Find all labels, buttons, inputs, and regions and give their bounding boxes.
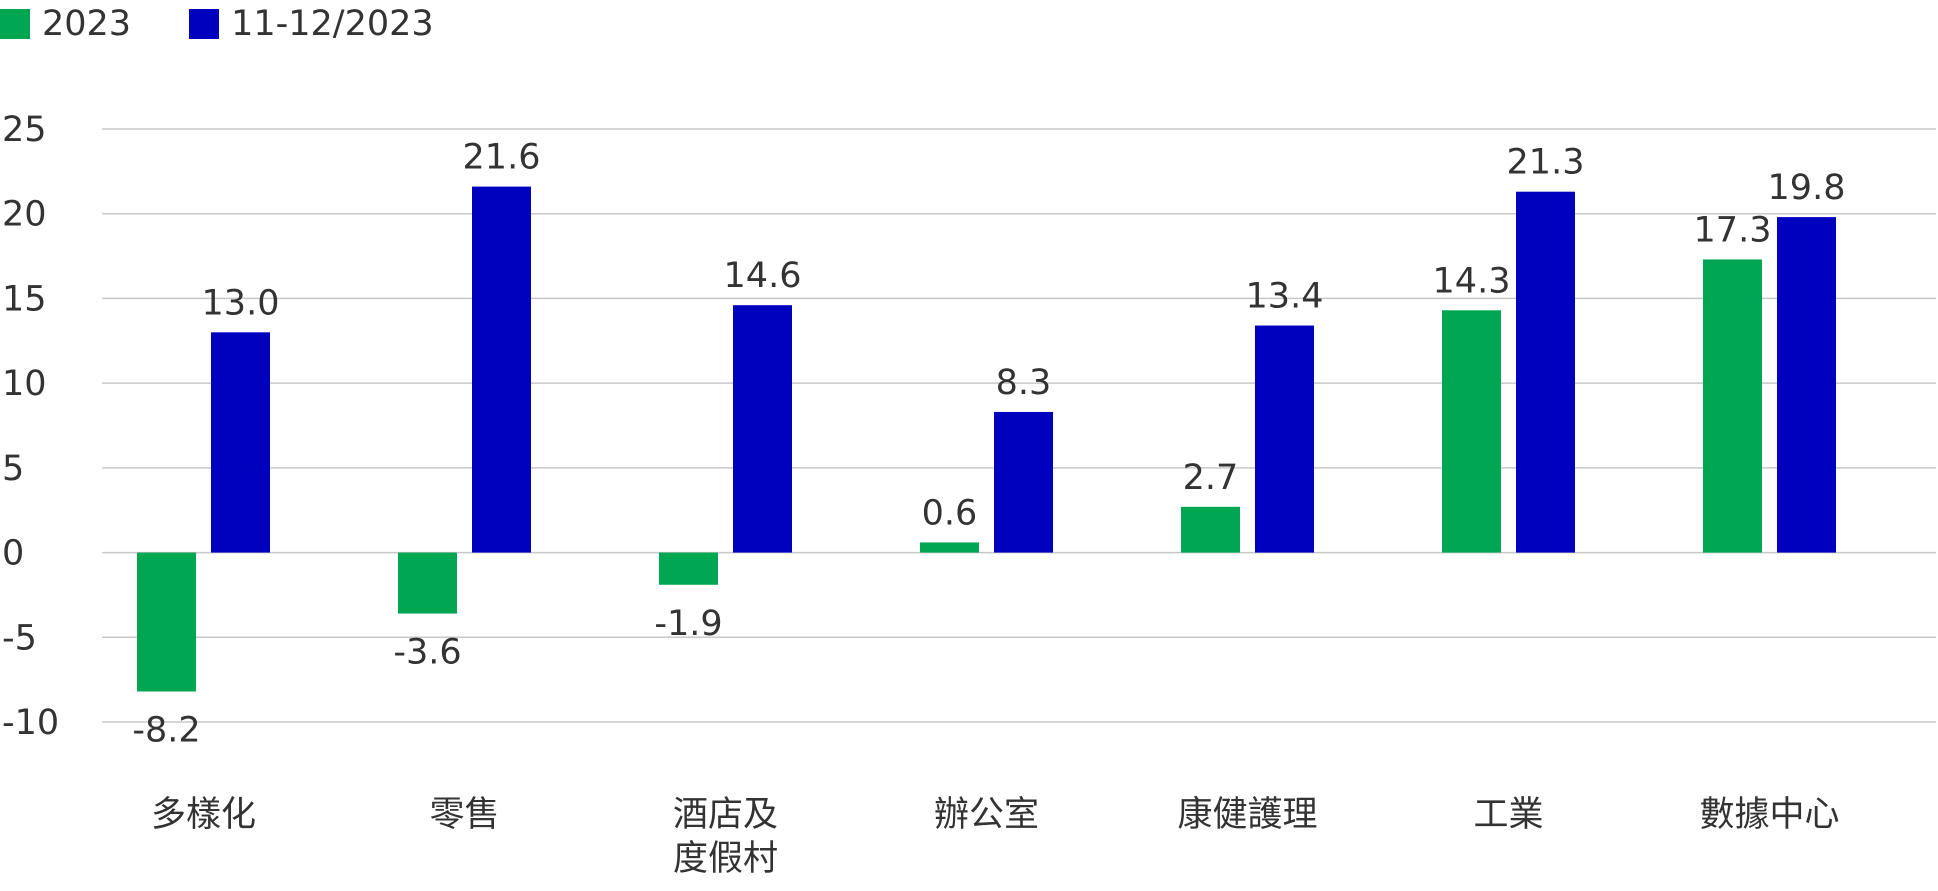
legend-label-2023: 2023 <box>42 4 132 44</box>
data-label: 8.3 <box>996 363 1052 403</box>
y-tick-label: 0 <box>2 534 24 574</box>
y-tick-label: 10 <box>2 364 47 404</box>
bar <box>733 305 792 553</box>
data-label: 13.0 <box>202 283 280 323</box>
bar <box>1442 310 1501 553</box>
data-label: 14.3 <box>1433 261 1511 301</box>
x-tick-label: 酒店及 <box>673 795 778 835</box>
legend-swatch-nov-dec-2023 <box>189 9 220 39</box>
data-label: 14.6 <box>724 256 802 296</box>
bar <box>472 186 531 553</box>
bar <box>398 552 457 614</box>
data-label: 13.4 <box>1246 277 1324 317</box>
y-tick-label: 15 <box>2 279 47 319</box>
x-tick-label: 數據中心 <box>1699 795 1839 835</box>
y-tick-label: 25 <box>2 110 47 150</box>
bar <box>211 332 270 553</box>
x-tick-label: 多樣化 <box>151 795 256 835</box>
x-tick-label: 康健護理 <box>1177 795 1317 835</box>
bar <box>994 411 1053 553</box>
data-label: 17.3 <box>1694 210 1772 250</box>
x-tick-label: 辦公室 <box>934 795 1039 835</box>
data-label: -1.9 <box>654 604 722 644</box>
y-tick-label: 5 <box>2 449 24 489</box>
data-label: 0.6 <box>922 493 978 533</box>
bar <box>1777 217 1836 553</box>
y-tick-label: -5 <box>2 618 37 658</box>
legend-label-nov-dec-2023: 11-12/2023 <box>231 4 434 44</box>
x-tick-label: 零售 <box>429 795 499 835</box>
x-tick-label: 度假村 <box>673 839 778 879</box>
y-tick-label: -10 <box>2 703 59 743</box>
data-label: -3.6 <box>393 633 461 673</box>
legend-item-2023: 2023 <box>0 4 131 44</box>
bar <box>1516 191 1575 553</box>
legend: 2023 11-12/2023 <box>0 0 492 48</box>
x-tick-label: 工業 <box>1473 795 1543 835</box>
bar <box>1181 506 1240 553</box>
legend-item-nov-dec-2023: 11-12/2023 <box>189 4 434 44</box>
y-tick-label: 20 <box>2 195 47 235</box>
bar <box>1703 259 1762 553</box>
bar <box>920 542 979 553</box>
data-label: 21.3 <box>1507 143 1585 183</box>
bar <box>137 552 196 692</box>
data-label: 19.8 <box>1768 168 1846 208</box>
data-label: -8.2 <box>132 711 200 751</box>
data-label: 21.6 <box>463 138 541 178</box>
legend-swatch-2023 <box>0 9 30 39</box>
data-label: 2.7 <box>1183 458 1239 498</box>
bar <box>1255 325 1314 553</box>
bar <box>659 552 718 585</box>
